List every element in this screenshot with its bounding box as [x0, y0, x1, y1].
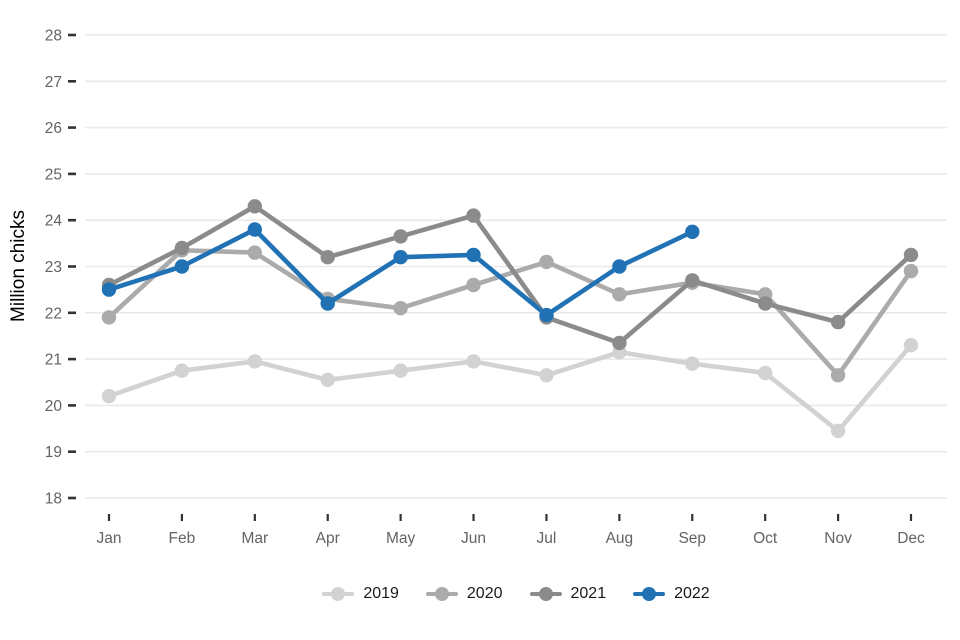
data-point-2021 — [466, 208, 481, 223]
legend-item-2019: 2019 — [322, 586, 399, 602]
x-tick-label-Apr: Apr — [316, 530, 340, 547]
data-point-2022 — [612, 259, 627, 274]
y-tick-label-18: 18 — [45, 491, 62, 508]
y-tick-label-19: 19 — [45, 444, 62, 461]
data-point-2019 — [903, 338, 919, 353]
legend-marker-2022 — [633, 586, 666, 602]
x-tick-label-May: May — [386, 530, 416, 547]
legend-item-2022: 2022 — [633, 586, 710, 602]
data-point-2020 — [101, 310, 117, 325]
x-tick-label-Mar: Mar — [241, 530, 268, 547]
data-point-2019 — [539, 368, 554, 383]
data-point-2019 — [174, 363, 190, 378]
y-tick-label-25: 25 — [45, 166, 62, 183]
data-point-2019 — [830, 423, 846, 439]
y-axis-title: Million chicks — [8, 210, 29, 322]
data-point-2021 — [174, 240, 190, 256]
data-point-2022 — [685, 224, 700, 239]
x-tick-label-Nov: Nov — [824, 530, 852, 547]
data-point-2022 — [174, 259, 190, 274]
data-point-2022 — [539, 307, 554, 323]
x-tick-label-Sep: Sep — [678, 530, 706, 547]
data-point-2019 — [247, 354, 262, 369]
chart-plot-area: 18 19 20 21 22 23 24 25 26 27 28 Jan Feb Mar Apr May Jun… — [8, 28, 947, 547]
data-point-2019 — [101, 388, 117, 404]
legend-marker-2021 — [529, 586, 562, 602]
legend-label-2020: 2020 — [466, 585, 503, 602]
data-point-2021 — [320, 250, 335, 265]
x-tick-label-Aug: Aug — [606, 530, 634, 547]
data-point-2019 — [466, 354, 481, 369]
x-tick-label-Jun: Jun — [461, 530, 486, 547]
data-point-2021 — [830, 314, 846, 330]
data-point-2022 — [320, 296, 335, 311]
legend-marker-2020 — [425, 586, 458, 602]
data-point-2020 — [612, 287, 627, 302]
series-line-2019 — [106, 342, 914, 434]
x-tick-label-Jan: Jan — [97, 530, 122, 547]
data-point-2020 — [247, 245, 262, 260]
data-point-2022 — [247, 222, 262, 237]
y-tick-label-28: 28 — [45, 28, 62, 45]
y-tick-label-22: 22 — [45, 305, 62, 322]
data-point-2020 — [466, 277, 481, 293]
data-point-2020 — [830, 368, 846, 383]
data-point-2021 — [612, 335, 627, 351]
legend-label-2019: 2019 — [363, 585, 399, 602]
data-point-2021 — [758, 296, 773, 311]
data-point-2019 — [758, 365, 773, 381]
data-point-2019 — [685, 356, 700, 371]
legend: 2019 2020 2021 2022 — [72, 586, 960, 602]
legend-label-2021: 2021 — [570, 585, 607, 602]
x-tick-label-Dec: Dec — [897, 530, 925, 547]
legend-item-2021: 2021 — [529, 585, 607, 602]
legend-item-2020: 2020 — [425, 585, 503, 602]
y-tick-label-26: 26 — [45, 120, 62, 137]
x-tick-label-Feb: Feb — [169, 530, 196, 547]
data-point-2022 — [101, 282, 117, 297]
data-point-2022 — [393, 250, 408, 265]
x-tick-label-Oct: Oct — [753, 530, 778, 547]
data-point-2019 — [320, 372, 335, 388]
data-point-2020 — [393, 301, 408, 316]
legend-label-2022: 2022 — [674, 585, 710, 602]
data-point-2021 — [247, 199, 262, 214]
series-line-2021 — [106, 204, 914, 346]
y-tick-label-23: 23 — [45, 259, 62, 276]
data-point-2021 — [685, 273, 700, 288]
data-point-2021 — [903, 247, 919, 263]
data-point-2022 — [466, 247, 481, 263]
y-tick-label-24: 24 — [45, 213, 63, 230]
line-chart: 18 19 20 21 22 23 24 25 26 27 28 Jan Feb Mar Apr May Jun… — [8, 28, 947, 547]
data-point-2020 — [903, 263, 919, 279]
legend-marker-2019 — [322, 586, 355, 602]
y-tick-label-27: 27 — [45, 74, 62, 91]
data-point-2020 — [539, 254, 554, 270]
data-point-2021 — [393, 229, 408, 244]
y-tick-label-21: 21 — [45, 352, 62, 369]
data-point-2019 — [393, 363, 408, 378]
y-tick-label-20: 20 — [45, 398, 63, 415]
x-tick-label-Jul: Jul — [537, 530, 557, 547]
